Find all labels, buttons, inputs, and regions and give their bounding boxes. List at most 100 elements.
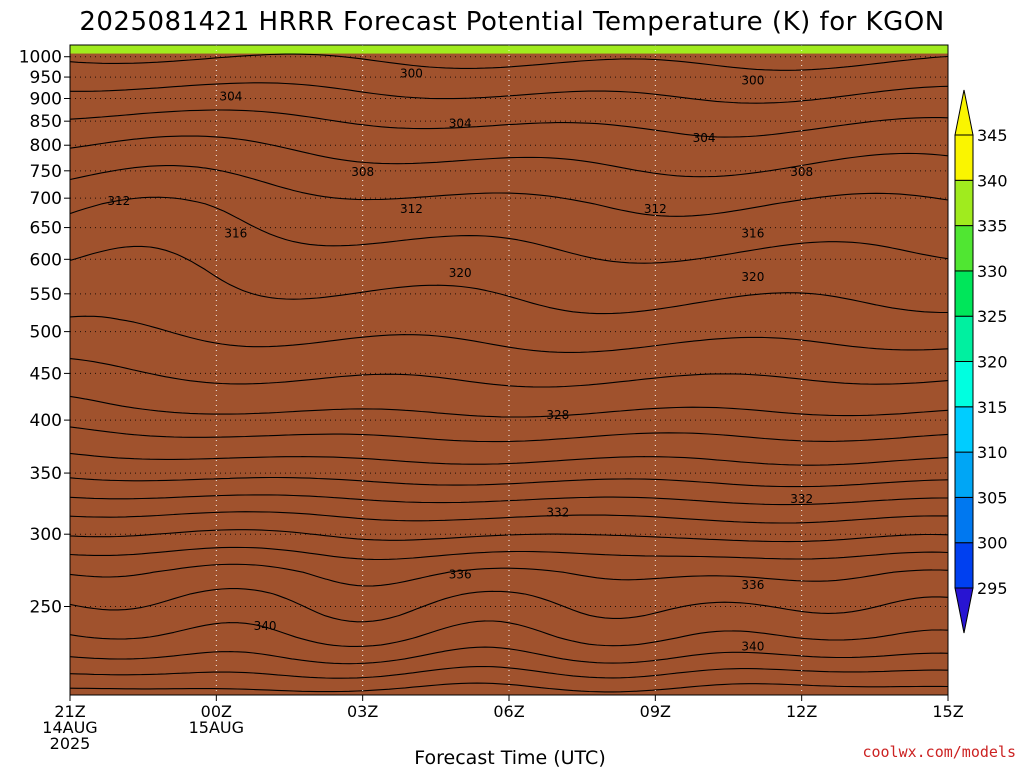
theta-cell: [468, 45, 478, 53]
theta-cell: [181, 45, 191, 53]
theta-cell: [165, 45, 175, 53]
theta-cell: [500, 45, 510, 53]
theta-cell: [428, 45, 438, 53]
theta-cell: [564, 45, 574, 53]
theta-cell: [373, 45, 382, 53]
theta-cell: [788, 45, 797, 53]
theta-cell: [189, 45, 199, 53]
theta-cell: [245, 45, 254, 53]
theta-cell: [269, 45, 278, 53]
theta-cell: [923, 45, 933, 53]
theta-cell: [213, 45, 222, 53]
theta-cell: [365, 45, 374, 53]
theta-cell: [652, 45, 661, 53]
theta-cell: [660, 45, 669, 53]
theta-cell: [899, 45, 909, 53]
theta-cell: [420, 45, 430, 53]
theta-cell: [85, 45, 95, 53]
theta-cell: [388, 45, 398, 53]
theta-cell: [285, 45, 294, 53]
theta-cell: [748, 45, 757, 53]
theta-cell: [293, 45, 302, 53]
theta-cell: [436, 45, 446, 53]
theta-cell: [460, 45, 470, 53]
theta-cell: [859, 45, 869, 53]
theta-cell: [556, 45, 566, 53]
theta-cell: [883, 45, 893, 53]
theta-cell: [620, 45, 630, 53]
theta-cell: [452, 45, 462, 53]
theta-cell: [157, 45, 167, 53]
theta-cell: [492, 45, 502, 53]
theta-cell: [205, 45, 214, 53]
theta-cell: [596, 45, 606, 53]
theta-cell: [572, 45, 582, 53]
theta-cell: [812, 45, 821, 53]
theta-cell: [612, 45, 622, 53]
theta-cell: [732, 45, 741, 53]
theta-cell: [277, 45, 286, 53]
theta-cell: [588, 45, 598, 53]
chart-title: 2025081421 HRRR Forecast Potential Tempe…: [79, 7, 944, 37]
theta-cell: [716, 45, 725, 53]
theta-cell: [516, 45, 526, 53]
theta-cell: [317, 45, 326, 53]
theta-cell: [532, 45, 542, 53]
theta-cell: [700, 45, 709, 53]
theta-cell: [173, 45, 183, 53]
theta-cell: [835, 45, 845, 53]
theta-cell: [604, 45, 614, 53]
theta-cell: [915, 45, 925, 53]
theta-cell: [891, 45, 901, 53]
theta-cell: [867, 45, 877, 53]
theta-cell: [404, 45, 414, 53]
theta-cell: [349, 45, 358, 53]
theta-cell: [109, 45, 119, 53]
theta-cell: [261, 45, 270, 53]
theta-cell: [819, 45, 829, 53]
theta-cell: [708, 45, 717, 53]
theta-cell: [692, 45, 701, 53]
theta-cell: [875, 45, 885, 53]
theta-cell: [77, 45, 87, 53]
theta-cell: [253, 45, 262, 53]
theta-cell: [229, 45, 238, 53]
theta-cell: [357, 45, 366, 53]
theta-cell: [341, 45, 350, 53]
theta-cell: [827, 45, 837, 53]
theta-cell: [380, 45, 390, 53]
theta-cell: [628, 45, 638, 53]
theta-cell: [524, 45, 534, 53]
theta-cell: [141, 45, 151, 53]
theta-cell: [101, 45, 111, 53]
theta-cell: [580, 45, 590, 53]
theta-cell: [237, 45, 246, 53]
theta-cell: [804, 45, 813, 53]
theta-cell: [149, 45, 159, 53]
theta-cell: [540, 45, 550, 53]
theta-cell: [117, 45, 127, 53]
theta-cell: [444, 45, 454, 53]
theta-cell: [724, 45, 733, 53]
theta-cell: [396, 45, 406, 53]
theta-cell: [796, 45, 805, 53]
theta-cell: [636, 45, 645, 53]
theta-cell: [684, 45, 693, 53]
theta-cell: [843, 45, 853, 53]
theta-cell: [476, 45, 486, 53]
theta-cell: [851, 45, 861, 53]
theta-cell: [764, 45, 773, 53]
theta-cell: [740, 45, 749, 53]
theta-cell: [125, 45, 135, 53]
theta-cell: [309, 45, 318, 53]
theta-cell: [931, 45, 941, 53]
theta-cell: [548, 45, 558, 53]
theta-cell: [668, 45, 677, 53]
theta-cell: [756, 45, 765, 53]
theta-cell: [939, 45, 948, 53]
theta-cell: [780, 45, 789, 53]
theta-cell: [484, 45, 494, 53]
theta-cell: [221, 45, 230, 53]
theta-cell: [508, 45, 518, 53]
